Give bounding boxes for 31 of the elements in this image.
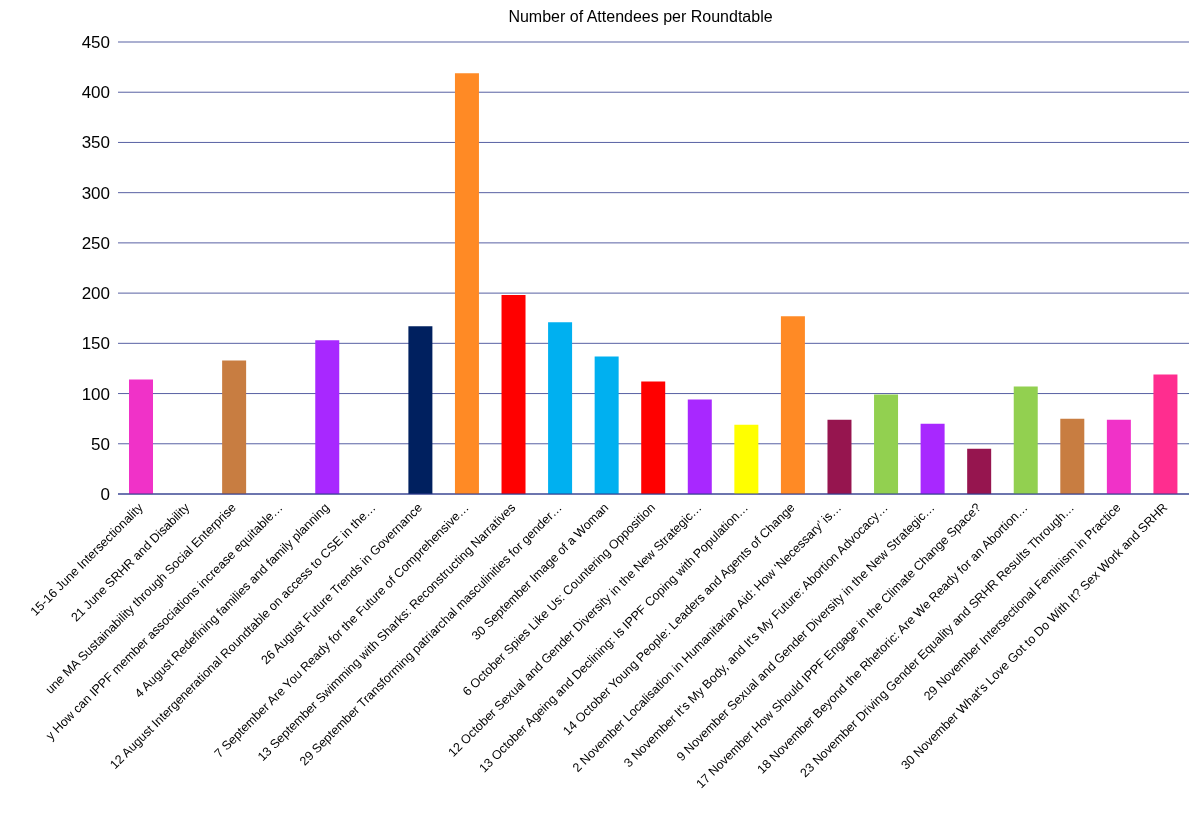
y-tick-label: 350: [81, 133, 110, 153]
bar: [454, 73, 479, 494]
bar: [1013, 386, 1038, 494]
y-tick-label: 50: [91, 434, 110, 454]
bar: [780, 316, 805, 494]
y-tick-label: 400: [81, 83, 110, 103]
y-tick-label: 150: [81, 334, 110, 354]
y-tick-label: 100: [81, 384, 110, 404]
y-tick-label: 450: [81, 33, 110, 53]
bar: [734, 424, 759, 494]
bar: [129, 379, 153, 494]
bar: [1106, 419, 1131, 494]
bar: [967, 448, 992, 494]
bar: [408, 326, 433, 494]
bar: [222, 360, 247, 494]
bar: [501, 295, 526, 494]
bar: [1153, 374, 1178, 494]
bar: [1060, 418, 1085, 494]
bar: [641, 381, 666, 494]
bar: [827, 419, 852, 494]
bar: [594, 356, 619, 494]
y-tick-label: 200: [81, 284, 110, 304]
bar: [687, 399, 712, 494]
bar: [920, 423, 945, 494]
chart-title: Number of Attendees per Roundtable: [507, 8, 774, 27]
y-tick-label: 250: [81, 233, 110, 253]
y-tick-label: 0: [100, 485, 110, 505]
bar: [874, 394, 899, 494]
bar: [315, 340, 340, 494]
y-tick-label: 300: [81, 183, 110, 203]
bar: [548, 322, 573, 494]
